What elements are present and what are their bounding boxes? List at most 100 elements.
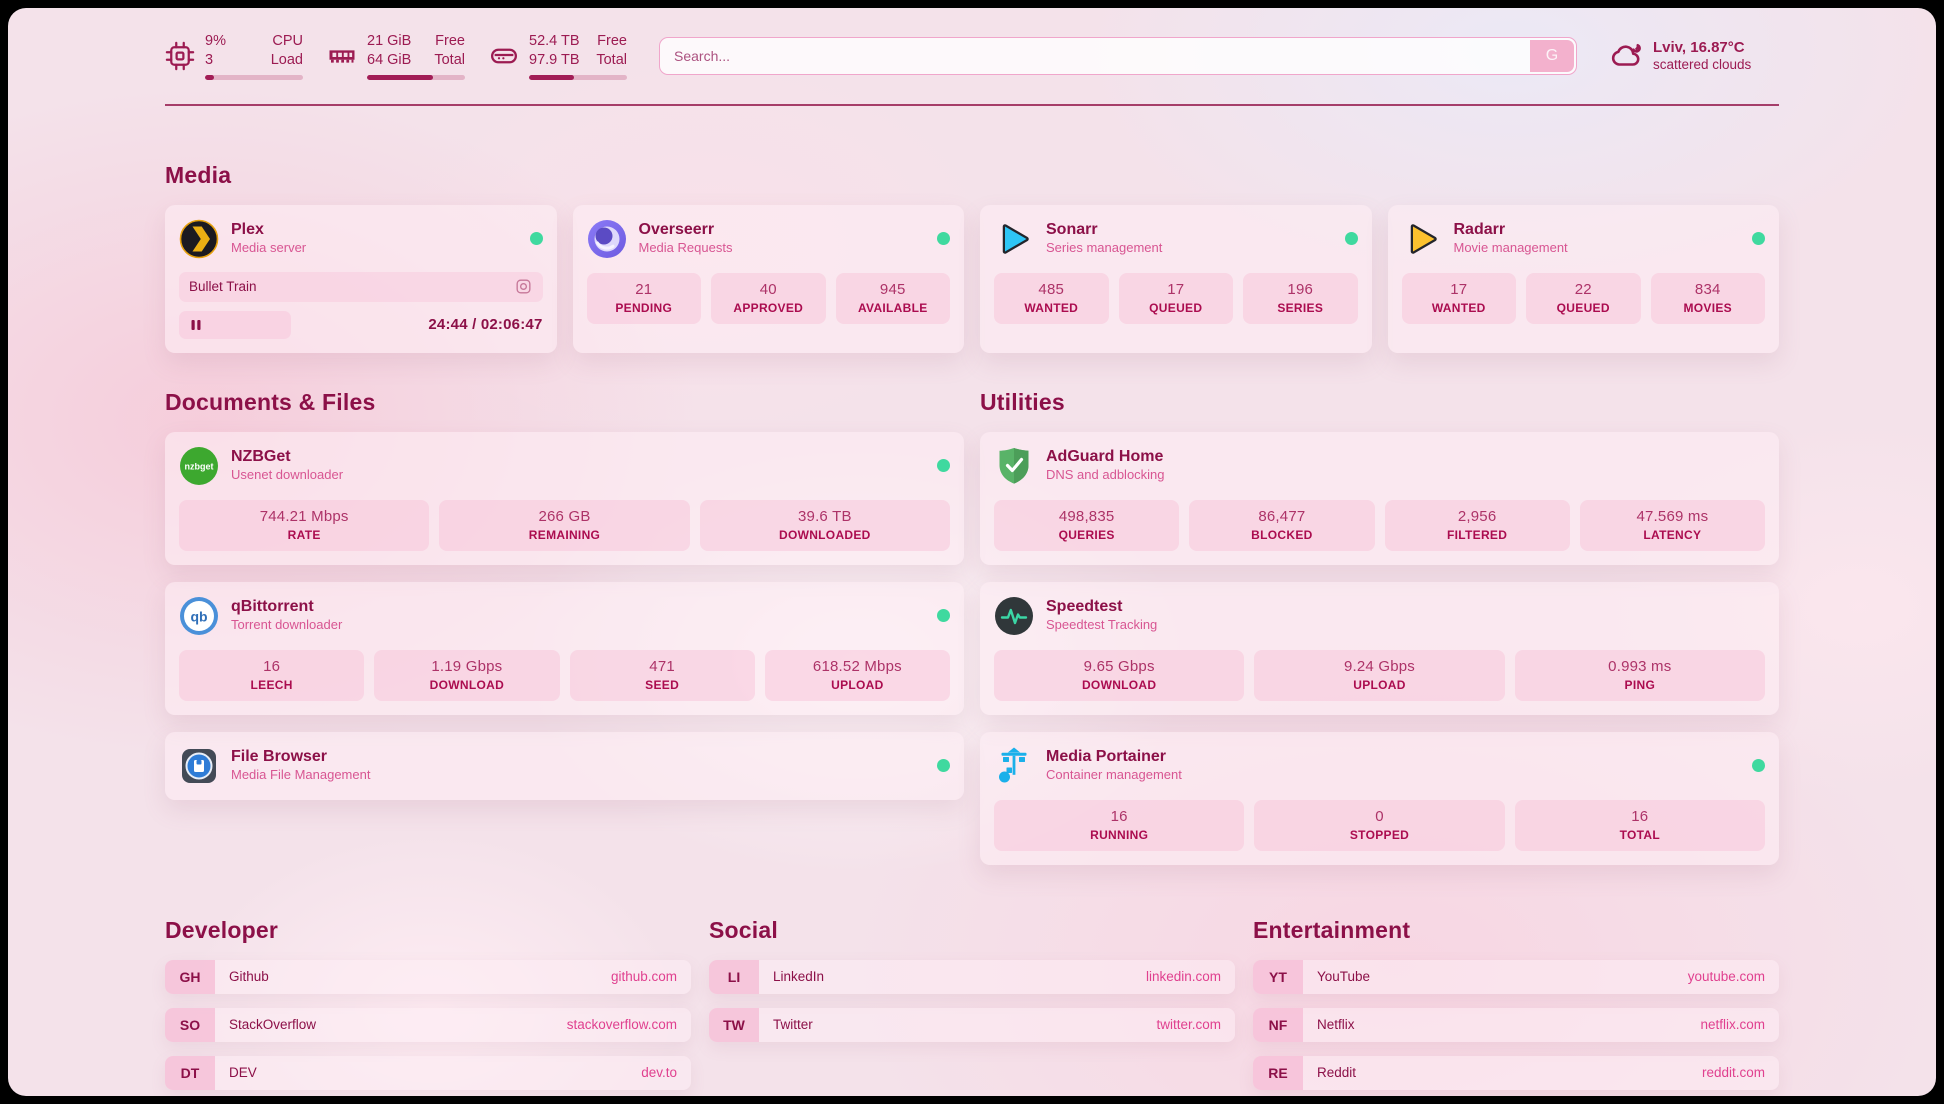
stat-upload: 618.52 Mbps UPLOAD: [764, 649, 950, 701]
stat-stopped: 0 STOPPED: [1254, 799, 1505, 851]
status-dot: [937, 759, 950, 773]
disk-free-label: Free: [597, 33, 627, 49]
bookmark-netflix[interactable]: NF Netflix netflix.com: [1253, 1007, 1779, 1042]
stat-latency: 47.569 ms LATENCY: [1579, 499, 1765, 551]
memory-free-value: 21 GiB: [367, 33, 412, 49]
svg-text:qb: qb: [190, 608, 207, 624]
cpu-widget: 9% CPU 3 Load: [165, 32, 303, 80]
card-radarr[interactable]: Radarr Movie management 17 WANTED 22 QUEUE…: [1387, 204, 1779, 353]
stat-series: 196 SERIES: [1243, 272, 1358, 324]
card-portainer[interactable]: Media Portainer Container management 16 R…: [980, 731, 1779, 865]
bookmark-url: linkedin.com: [1145, 969, 1221, 985]
speedtest-icon: [994, 596, 1034, 636]
memory-total-value: 64 GiB: [367, 51, 412, 68]
filebrowser-icon: [179, 746, 219, 786]
stat-total: 16 TOTAL: [1514, 799, 1765, 851]
bookmark-abbr: RE: [1253, 1055, 1303, 1090]
stat-pending: 21 PENDING: [586, 272, 701, 324]
card-plex[interactable]: Plex Media server Bullet Train 24:44 / 0…: [165, 204, 557, 353]
dashboard: 9% CPU 3 Load 21 GiB Free 64 GiB Total: [8, 8, 1936, 1096]
stat-rate: 744.21 Mbps RATE: [179, 499, 430, 551]
section-title-utilities: Utilities: [980, 388, 1065, 415]
stat-wanted: 485 WANTED: [994, 272, 1109, 324]
service-subtitle: Media server: [231, 240, 307, 256]
now-playing-title: Bullet Train: [189, 279, 257, 295]
card-sonarr[interactable]: Sonarr Series management 485 WANTED 17 QUE…: [980, 204, 1372, 353]
bookmark-abbr: TW: [709, 1007, 759, 1042]
pause-icon: [191, 319, 201, 330]
adguard-icon: [994, 446, 1034, 486]
bookmark-abbr: LI: [709, 959, 759, 994]
disk-icon: [489, 41, 519, 71]
status-dot: [1752, 759, 1765, 773]
card-filebrowser[interactable]: File Browser Media File Management: [165, 731, 964, 800]
disk-total-value: 97.9 TB: [529, 51, 580, 68]
section-title-media: Media: [165, 161, 232, 188]
service-title: Speedtest: [1046, 598, 1123, 616]
bookmark-reddit[interactable]: RE Reddit reddit.com: [1253, 1055, 1779, 1090]
portainer-icon: [994, 746, 1034, 786]
playback-time: 24:44 / 02:06:47: [428, 316, 543, 334]
resource-widgets: 9% CPU 3 Load 21 GiB Free 64 GiB Total: [165, 32, 627, 80]
cpu-load-value: 3: [205, 51, 214, 68]
service-subtitle: Container management: [1046, 767, 1182, 783]
stat-running: 16 RUNNING: [994, 799, 1245, 851]
bookmark-twitter[interactable]: TW Twitter twitter.com: [709, 1007, 1235, 1042]
memory-widget: 21 GiB Free 64 GiB Total: [327, 32, 465, 80]
disk-widget: 52.4 TB Free 97.9 TB Total: [489, 32, 627, 80]
service-title: qBittorrent: [231, 598, 314, 616]
bookmark-youtube[interactable]: YT YouTube youtube.com: [1253, 959, 1779, 994]
bookmark-name: Netflix: [1317, 1017, 1355, 1033]
service-title: Plex: [231, 221, 264, 239]
nzbget-icon: nzbget: [179, 446, 219, 486]
media-cards: Plex Media server Bullet Train 24:44 / 0…: [165, 204, 1779, 353]
sonarr-icon: [994, 219, 1034, 259]
section-title-entertainment: Entertainment: [1253, 916, 1411, 943]
bookmark-github[interactable]: GH Github github.com: [165, 959, 691, 994]
weather-location-temp: Lviv, 16.87°C: [1653, 39, 1745, 57]
stat-seed: 471 SEED: [569, 649, 755, 701]
bookmark-url: twitter.com: [1156, 1017, 1221, 1033]
service-title: Sonarr: [1046, 221, 1098, 239]
disk-free-value: 52.4 TB: [529, 33, 580, 49]
cpu-usage-value: 9%: [205, 33, 226, 49]
video-icon: [514, 277, 533, 296]
stat-ping: 0.993 ms PING: [1514, 649, 1765, 701]
qbittorrent-icon: qb: [179, 596, 219, 636]
weather-condition: scattered clouds: [1653, 57, 1752, 73]
bookmark-stackoverflow[interactable]: SO StackOverflow stackoverflow.com: [165, 1007, 691, 1042]
stat-movies: 834 MOVIES: [1650, 272, 1765, 324]
status-dot: [1344, 232, 1358, 246]
pause-indicator: [179, 310, 291, 339]
stat-approved: 40 APPROVED: [711, 272, 826, 324]
search-input[interactable]: [659, 36, 1577, 75]
bookmark-url: dev.to: [641, 1065, 677, 1081]
card-overseerr[interactable]: Overseerr Media Requests 21 PENDING 40 APP…: [572, 204, 964, 353]
bookmark-linkedin[interactable]: LI LinkedIn linkedin.com: [709, 959, 1235, 994]
service-subtitle: Torrent downloader: [231, 617, 343, 633]
bookmark-url: github.com: [610, 969, 677, 985]
bookmark-name: Github: [229, 969, 269, 985]
svg-text:nzbget: nzbget: [185, 461, 214, 471]
status-dot: [937, 459, 950, 473]
section-title-social: Social: [709, 916, 778, 943]
cpu-progress-fill: [205, 74, 214, 80]
card-speedtest[interactable]: Speedtest Speedtest Tracking 9.65 Gbps DO…: [980, 581, 1779, 715]
bookmark-abbr: NF: [1253, 1007, 1303, 1042]
bookmark-dev[interactable]: DT DEV dev.to: [165, 1055, 691, 1090]
stat-filtered: 2,956 FILTERED: [1384, 499, 1570, 551]
bookmark-url: netflix.com: [1700, 1017, 1765, 1033]
bookmark-name: StackOverflow: [229, 1017, 317, 1033]
card-adguard[interactable]: AdGuard Home DNS and adblocking 498,835 Q…: [980, 431, 1779, 565]
search-engine-button[interactable]: G: [1530, 39, 1574, 72]
service-title: NZBGet: [231, 448, 291, 466]
card-qbittorrent[interactable]: qb qBittorrent Torrent downloader 16 LEEC…: [165, 581, 964, 715]
bookmark-abbr: SO: [165, 1007, 215, 1042]
plex-icon: [179, 219, 219, 259]
search-bar: G: [659, 36, 1577, 75]
stat-leech: 16 LEECH: [179, 649, 365, 701]
service-title: Overseerr: [638, 221, 715, 239]
card-nzbget[interactable]: nzbget NZBGet Usenet downloader 744.21 M…: [165, 431, 964, 565]
service-title: AdGuard Home: [1046, 448, 1164, 466]
